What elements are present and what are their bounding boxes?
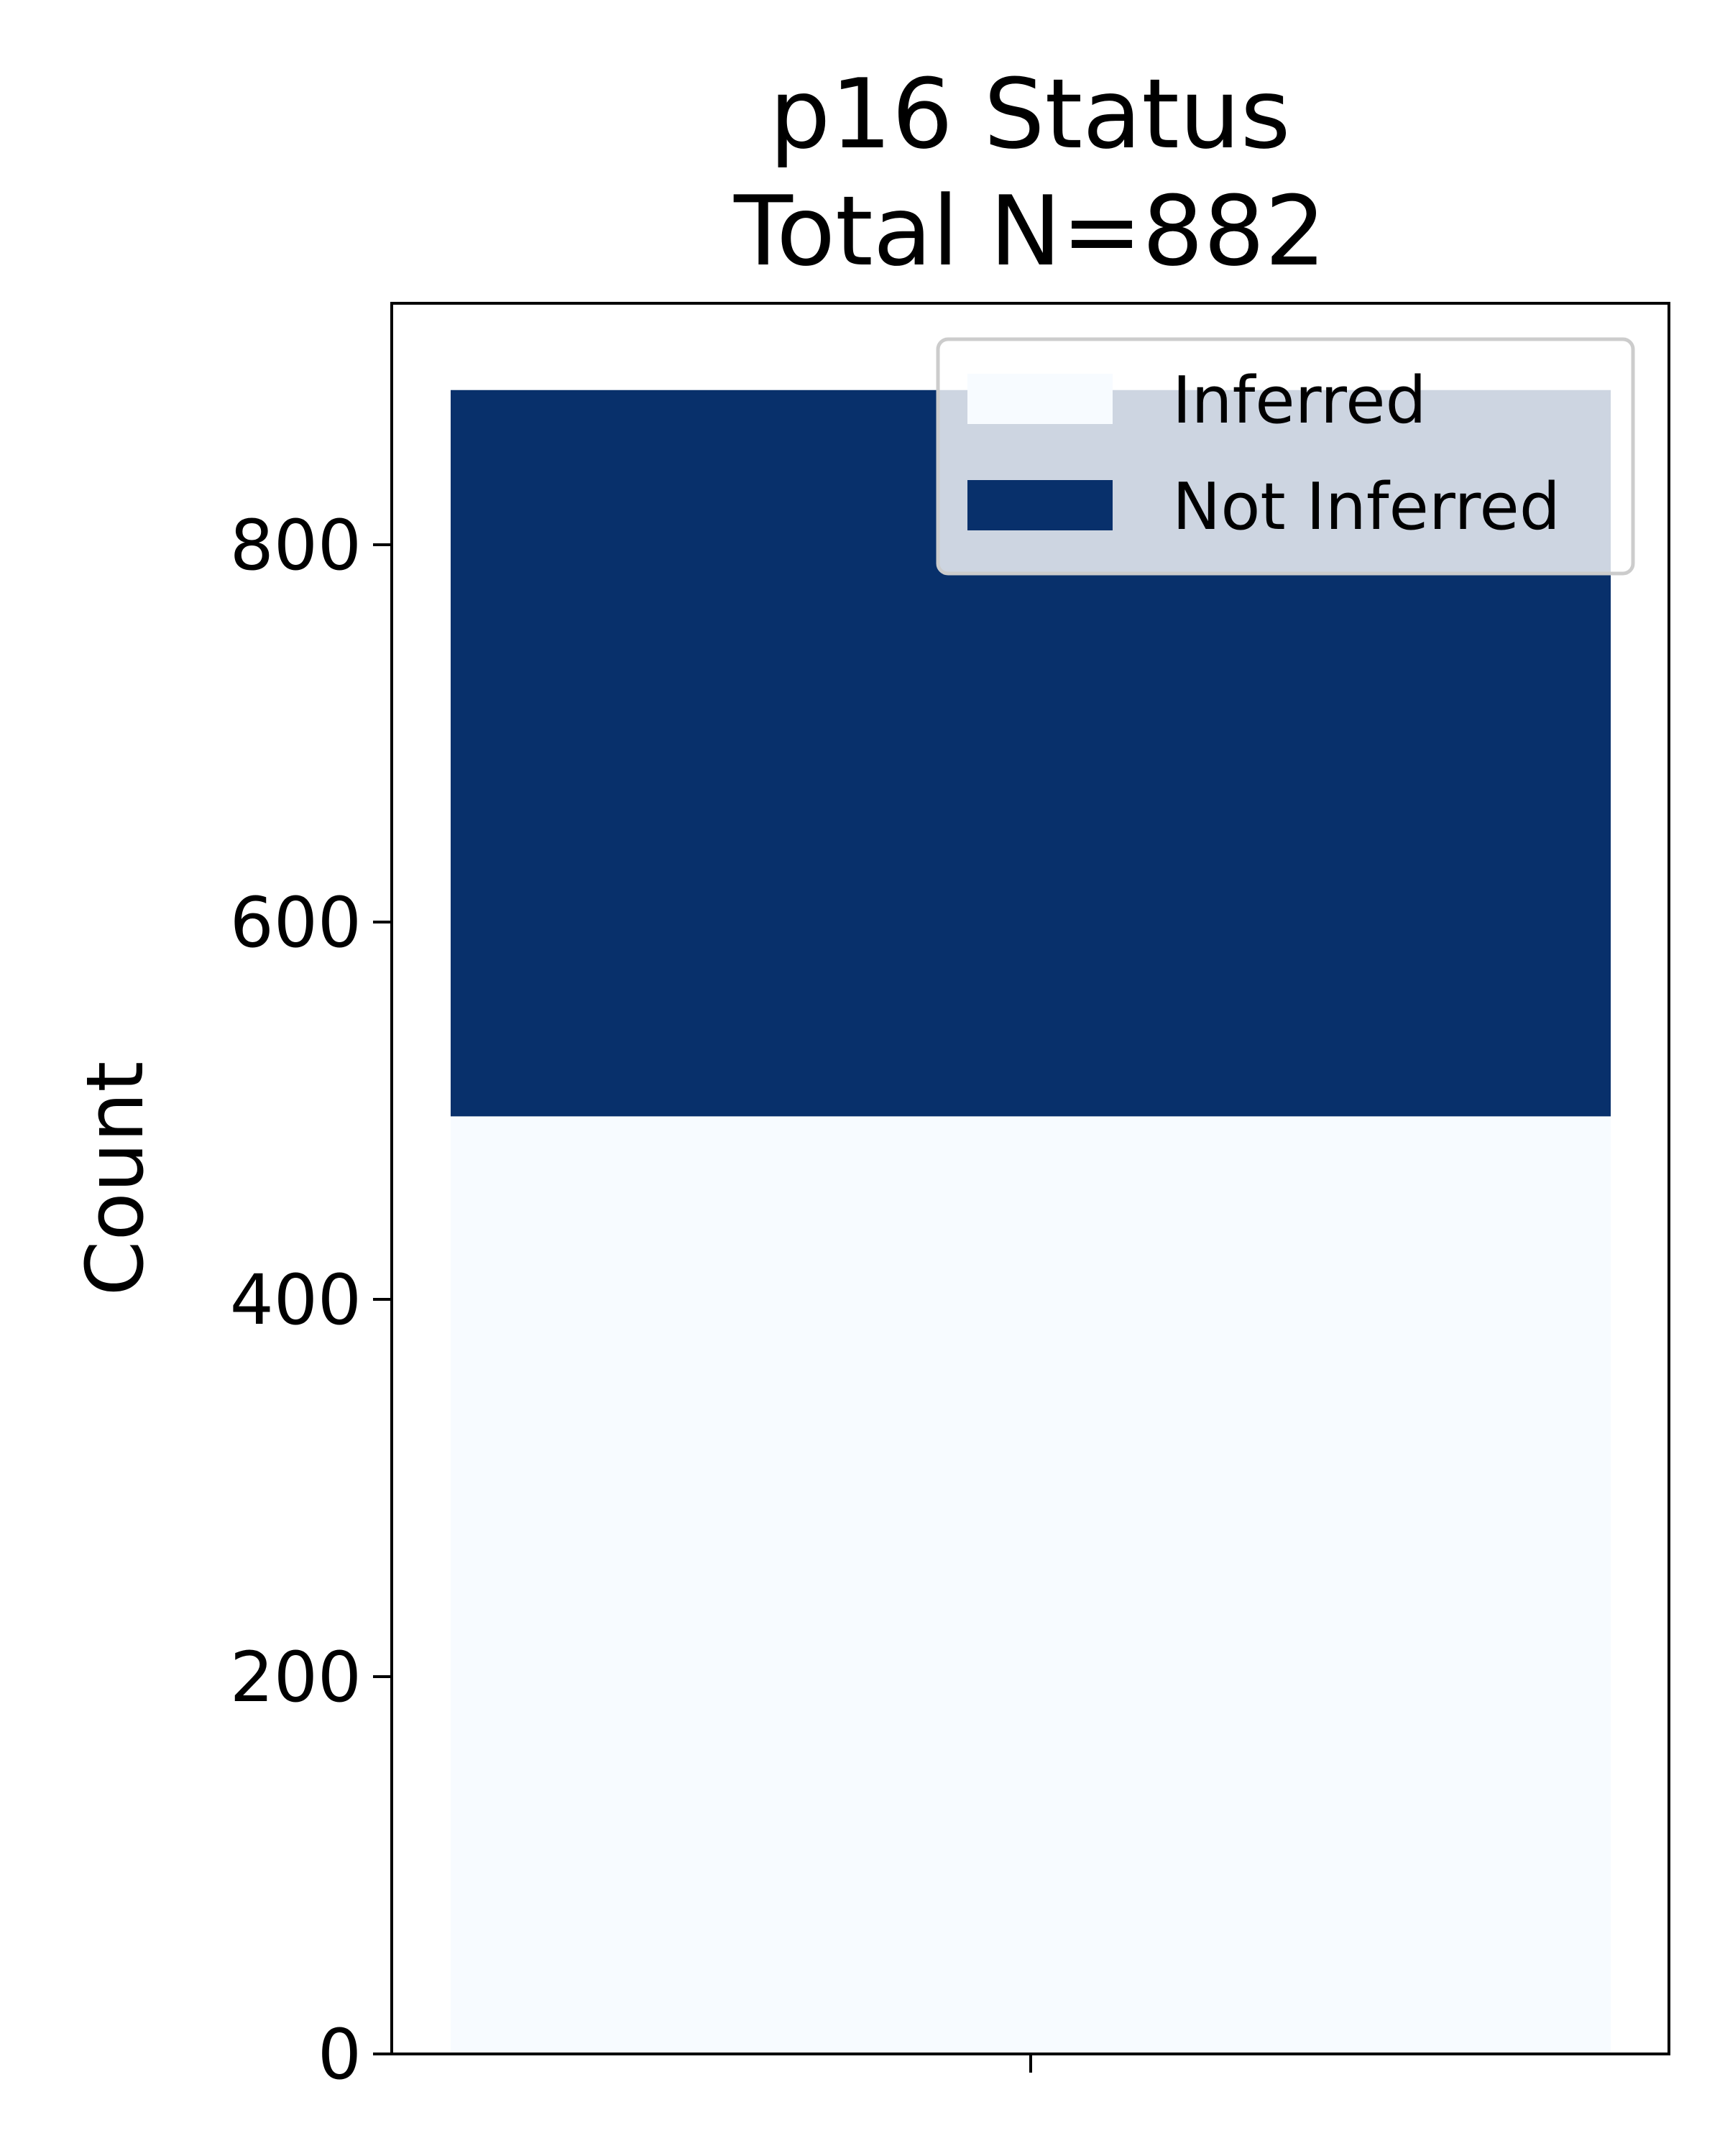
chart-title: p16 Status (769, 58, 1290, 170)
bar-inferred (451, 1116, 1611, 2054)
legend-swatch-not-inferred (967, 480, 1113, 530)
bar-group (451, 390, 1611, 2054)
y-tick-label: 600 (230, 883, 362, 963)
y-tick-label: 800 (230, 505, 362, 586)
y-tick-label: 200 (230, 1637, 362, 1718)
legend-swatch-inferred (967, 374, 1113, 424)
chart-subtitle: Total N=882 (733, 175, 1326, 287)
y-tick-label: 400 (230, 1260, 362, 1340)
y-tick-label: 0 (318, 2014, 362, 2095)
legend-label: Not Inferred (1172, 469, 1560, 545)
legend-label: Inferred (1172, 363, 1427, 438)
y-axis-label: Count (69, 1061, 161, 1296)
y-axis-ticks: 0 200 400 600 800 (230, 505, 392, 2095)
legend: Inferred Not Inferred (936, 337, 1635, 576)
